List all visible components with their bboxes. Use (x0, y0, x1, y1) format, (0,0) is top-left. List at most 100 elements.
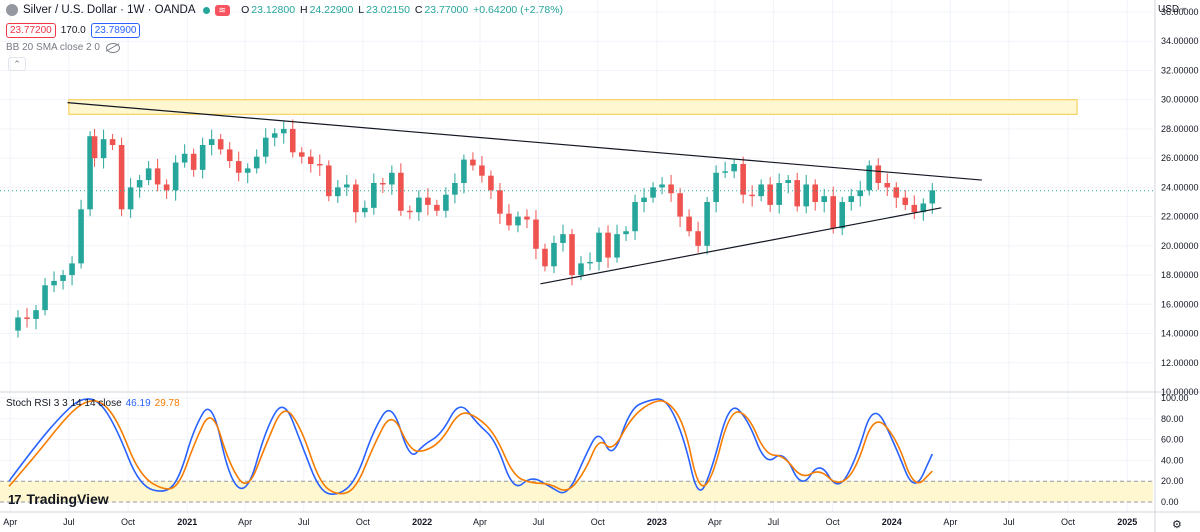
candle-body (244, 168, 251, 173)
open-label: O (241, 4, 250, 16)
sell-price-button[interactable]: 23.77200 (6, 23, 56, 38)
time-tick-label: 2021 (177, 517, 197, 527)
tv-logo-icon: 17 (8, 491, 22, 507)
candle-body (69, 263, 75, 276)
candle-body (416, 197, 422, 213)
price-tick-label: 18.00000 (1161, 270, 1199, 280)
candle-body (60, 275, 66, 281)
chart-header: Silver / U.S. Dollar · 1W · OANDA ≋ O 23.… (6, 4, 565, 16)
close-label: C (414, 4, 423, 16)
time-tick-label: Jul (768, 517, 780, 527)
currency-selector[interactable]: USD ▾ (1158, 4, 1186, 15)
price-tick-label: 30.00000 (1161, 95, 1199, 105)
candle-body (776, 183, 782, 205)
resistance-zone (68, 99, 1078, 115)
candle-body (298, 152, 305, 157)
candle-body (929, 190, 936, 204)
candle-body (812, 184, 818, 202)
time-tick-label: Apr (708, 517, 722, 527)
candle-body (380, 183, 386, 185)
candle-body (136, 180, 143, 188)
tradingview-logo[interactable]: 17 TradingView (8, 491, 109, 507)
time-tick-label: Apr (943, 517, 957, 527)
osc-tick-label: 60.00 (1161, 435, 1184, 445)
trendline-lower (540, 207, 942, 285)
candle-body (325, 165, 332, 197)
osc-tick-label: 40.00 (1161, 455, 1184, 465)
time-tick-label: Apr (473, 517, 487, 527)
candle-body (307, 156, 314, 164)
candle-body (15, 317, 21, 331)
candle-body (893, 187, 900, 198)
candle-body (398, 172, 404, 211)
indicator-label[interactable]: BB 20 SMA close 2 0 (6, 42, 100, 53)
indicator-legend[interactable]: BB 20 SMA close 2 0 (6, 42, 120, 53)
stoch-rsi-k-line (8, 398, 934, 495)
candle-body (24, 317, 30, 319)
time-tick-label: Jul (298, 517, 310, 527)
candle-body (208, 139, 215, 145)
time-tick-label: 2025 (1117, 517, 1137, 527)
time-tick-label: Jul (1003, 517, 1015, 527)
time-tick-label: 2022 (412, 517, 432, 527)
candle-body (758, 184, 764, 197)
change-value: +0.64200 (+2.78%) (473, 4, 564, 16)
candle-body (587, 261, 593, 264)
candle-body (407, 210, 413, 213)
spread-value: 170.0 (60, 25, 86, 36)
collapse-legend-button[interactable]: ⌃ (8, 57, 26, 71)
candle-body (434, 204, 440, 211)
candle-body (803, 184, 809, 207)
candle-body (488, 175, 494, 191)
price-tick-label: 36.00000 (1161, 7, 1199, 17)
time-tick-label: Oct (591, 517, 606, 527)
hidden-eye-icon[interactable] (105, 42, 120, 53)
low-label: L (358, 4, 365, 16)
candle-body (163, 184, 170, 191)
candle-body (109, 139, 116, 145)
candle-body (78, 209, 84, 264)
symbol-title[interactable]: Silver / U.S. Dollar · 1W · OANDA (23, 4, 196, 16)
candle-body (740, 164, 746, 195)
candle-body (199, 145, 206, 170)
time-tick-label: Jul (63, 517, 75, 527)
candle-body (154, 168, 161, 185)
candle-body (226, 149, 233, 162)
candle-body (145, 168, 152, 181)
candle-body (677, 193, 683, 217)
market-status-icon (202, 6, 210, 14)
open-value: 23.12800 (251, 4, 296, 16)
stoch-rsi-d-line (8, 399, 933, 495)
candle-body (280, 128, 287, 134)
stoch-rsi-name[interactable]: Stoch RSI 3 3 14 14 close (6, 398, 122, 409)
candle-body (461, 159, 467, 183)
candle-body (920, 203, 927, 213)
candle-body (362, 207, 368, 213)
candle-body (371, 183, 377, 208)
settings-icon[interactable]: ⚙ (1172, 519, 1182, 531)
candle-body (866, 165, 873, 191)
market-badge[interactable]: ≋ (214, 4, 231, 16)
time-tick-label: Oct (356, 517, 371, 527)
candle-body (614, 234, 620, 258)
price-tick-label: 26.00000 (1161, 153, 1199, 163)
candle-body (118, 145, 125, 210)
buy-price-button[interactable]: 23.78900 (90, 23, 141, 38)
candle-body (42, 285, 48, 311)
currency-label[interactable]: USD (1158, 4, 1180, 15)
logo-text: TradingView (26, 491, 109, 507)
candle-body (524, 216, 530, 220)
ohlc-readout: O 23.12800 H 24.22900 L 23.02150 C 23.77000 … (241, 4, 565, 16)
stoch-rsi-legend[interactable]: Stoch RSI 3 3 14 14 close 46.19 29.78 (6, 398, 180, 409)
stoch-rsi-d-value: 29.78 (154, 398, 180, 409)
time-tick-label: 2024 (882, 517, 902, 527)
candle-body (127, 187, 134, 210)
candle-body (443, 194, 449, 211)
candle-body (911, 204, 918, 213)
time-tick-label: Jul (533, 517, 545, 527)
candle-body (659, 184, 665, 188)
osc-tick-label: 20.00 (1161, 476, 1184, 486)
price-tick-label: 28.00000 (1161, 124, 1199, 134)
candle-body (749, 194, 755, 197)
